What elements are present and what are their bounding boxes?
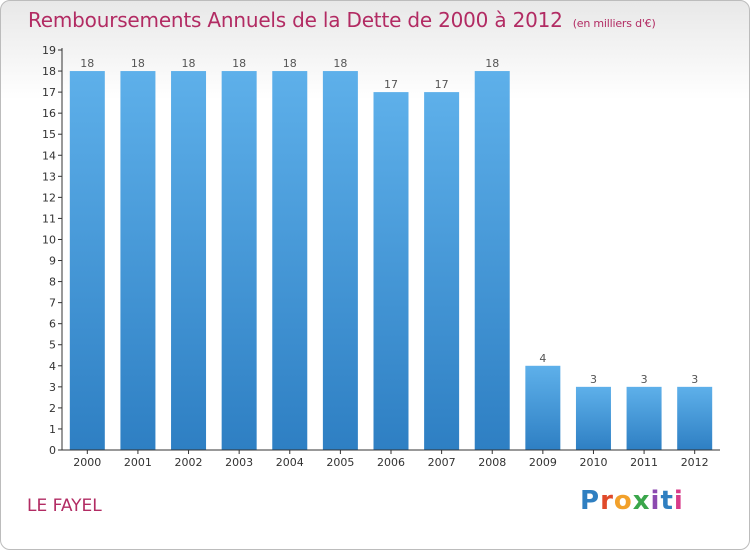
- y-tick-label: 19: [42, 44, 56, 57]
- bar: [474, 71, 510, 450]
- x-tick-label: 2010: [579, 456, 607, 469]
- bar: [221, 71, 257, 450]
- bar-value-label: 17: [384, 78, 398, 91]
- bar: [575, 386, 611, 450]
- bar-value-label: 4: [539, 352, 546, 365]
- y-tick-label: 17: [42, 86, 56, 99]
- bar: [424, 92, 460, 451]
- chart-title: Remboursements Annuels de la Dette de 20…: [28, 8, 656, 32]
- y-tick-label: 12: [42, 191, 56, 204]
- logo-letter: t: [660, 486, 674, 516]
- bar: [272, 71, 308, 450]
- y-tick-label: 16: [42, 107, 56, 120]
- bar-value-label: 18: [485, 57, 499, 70]
- bar-value-label: 18: [333, 57, 347, 70]
- x-tick-label: 2000: [73, 456, 101, 469]
- chart-title-text: Remboursements Annuels de la Dette de 20…: [28, 8, 563, 32]
- bar-value-label: 18: [182, 57, 196, 70]
- x-tick-label: 2003: [225, 456, 253, 469]
- y-tick-label: 14: [42, 149, 56, 162]
- y-tick-label: 13: [42, 170, 56, 183]
- y-tick-label: 10: [42, 233, 56, 246]
- x-tick-label: 2005: [326, 456, 354, 469]
- logo-letter: i: [673, 486, 684, 516]
- y-tick-label: 7: [49, 297, 56, 310]
- bar: [120, 71, 156, 450]
- bar: [525, 365, 561, 450]
- bar-value-label: 18: [131, 57, 145, 70]
- bar-value-label: 18: [80, 57, 94, 70]
- x-tick-label: 2001: [124, 456, 152, 469]
- y-tick-label: 3: [49, 381, 56, 394]
- y-tick-label: 8: [49, 276, 56, 289]
- bar-value-label: 3: [641, 373, 648, 386]
- bar: [69, 71, 105, 450]
- x-tick-label: 2009: [529, 456, 557, 469]
- x-tick-label: 2012: [681, 456, 709, 469]
- y-tick-label: 15: [42, 128, 56, 141]
- logo-letter: r: [600, 486, 614, 516]
- bars-group: 18 18 18 18 18 18 17 17 18 4 3 3 3: [69, 57, 713, 451]
- y-tick-label: 11: [42, 212, 56, 225]
- y-tick-label: 1: [49, 423, 56, 436]
- bar: [677, 386, 713, 450]
- x-tick-label: 2006: [377, 456, 405, 469]
- bar-value-label: 17: [435, 78, 449, 91]
- y-tick-label: 9: [49, 255, 56, 268]
- bar-value-label: 3: [691, 373, 698, 386]
- x-tick-label: 2002: [175, 456, 203, 469]
- logo-letter: o: [613, 486, 633, 516]
- y-tick-label: 2: [49, 402, 56, 415]
- bar-value-label: 3: [590, 373, 597, 386]
- y-tick-label: 18: [42, 65, 56, 78]
- chart-unit: (en milliers d'€): [572, 17, 656, 30]
- commune-name: LE FAYEL: [27, 496, 102, 516]
- bar-value-label: 18: [283, 57, 297, 70]
- y-tick-label: 5: [49, 339, 56, 352]
- y-tick-label: 4: [49, 360, 56, 373]
- bar: [171, 71, 207, 450]
- y-tick-label: 0: [49, 444, 56, 457]
- x-tick-label: 2011: [630, 456, 658, 469]
- y-tick-label: 6: [49, 318, 56, 331]
- proxiti-logo: Proxiti: [580, 486, 684, 516]
- logo-letter: P: [580, 486, 601, 516]
- bar: [322, 71, 358, 450]
- x-tick-label: 2008: [478, 456, 506, 469]
- logo-letter: x: [632, 486, 651, 516]
- bar: [373, 92, 409, 451]
- logo-letter: i: [650, 486, 661, 516]
- bar: [626, 386, 662, 450]
- bar-value-label: 18: [232, 57, 246, 70]
- x-tick-label: 2004: [276, 456, 304, 469]
- x-tick-label: 2007: [428, 456, 456, 469]
